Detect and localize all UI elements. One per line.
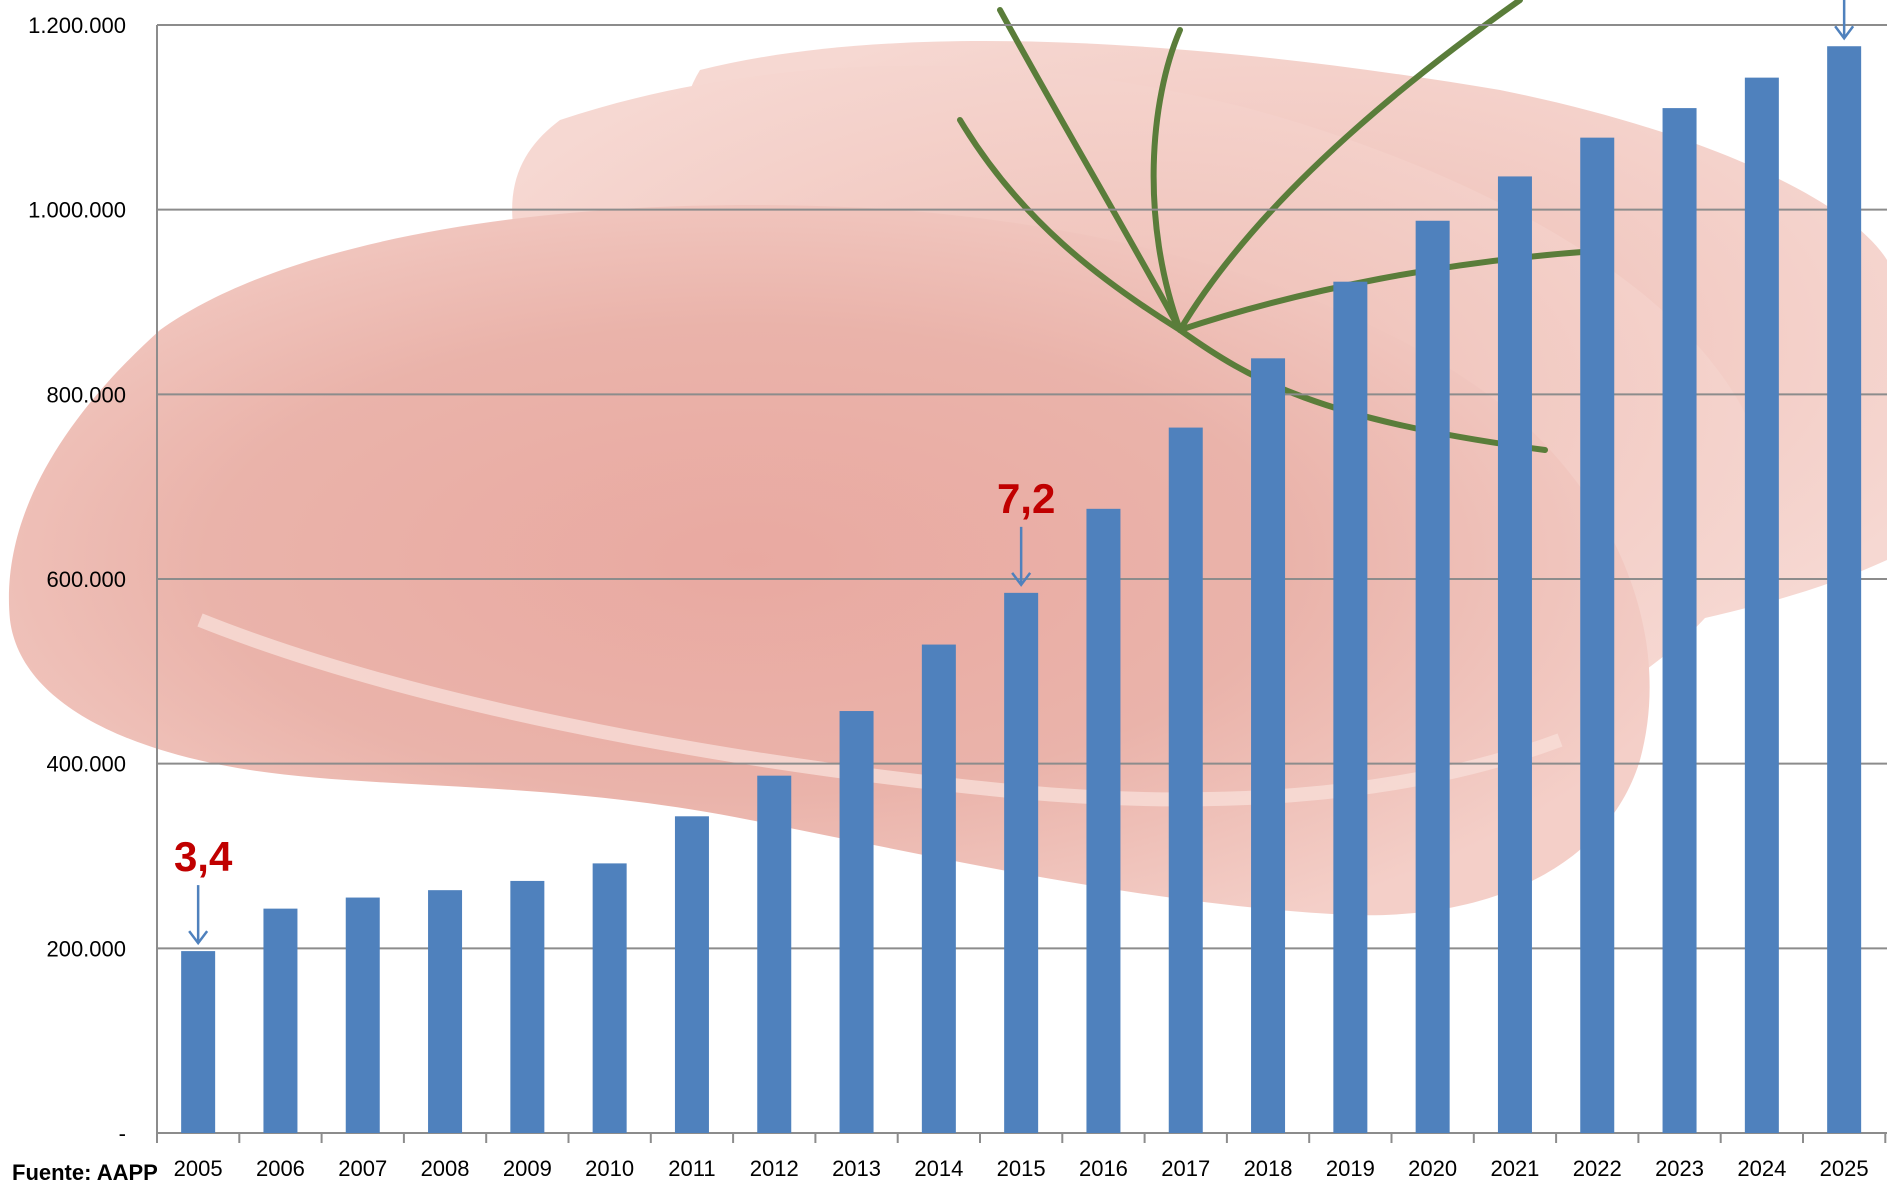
x-tick-label: 2009 xyxy=(503,1156,552,1179)
y-tick-label: 400.000 xyxy=(46,752,126,777)
x-tick-label: 2022 xyxy=(1573,1156,1622,1179)
bar-2013 xyxy=(839,711,874,1133)
x-tick-label: 2017 xyxy=(1161,1156,1210,1179)
x-tick-label: 2011 xyxy=(668,1156,715,1179)
bar-2011 xyxy=(674,816,709,1133)
y-axis-tick-labels: - 200.000 400.000 600.000 800.000 1.000.000 1.… xyxy=(28,13,126,1146)
bar-2020 xyxy=(1415,220,1450,1133)
x-tick-label: 2021 xyxy=(1490,1156,1539,1179)
y-tick-label: 600.000 xyxy=(46,567,126,592)
bar-2019 xyxy=(1333,281,1368,1134)
bar-2024 xyxy=(1744,77,1779,1133)
bar-2014 xyxy=(921,644,956,1133)
bar-2016 xyxy=(1086,508,1121,1133)
x-tick-label: 2020 xyxy=(1408,1156,1457,1179)
x-tick-label: 2018 xyxy=(1244,1156,1293,1179)
annotations: 3,4 7,2 xyxy=(174,0,1855,946)
x-tick-label: 2007 xyxy=(338,1156,387,1179)
bar-2007 xyxy=(345,897,380,1133)
x-tick-label: 2006 xyxy=(256,1156,305,1179)
annotation-arrowhead xyxy=(1834,25,1855,41)
bar-2021 xyxy=(1497,176,1532,1134)
annotation-arrowhead xyxy=(1011,572,1032,587)
bar-2006 xyxy=(263,908,298,1133)
y-tick-label: - xyxy=(119,1121,126,1146)
bars xyxy=(181,46,1862,1134)
bar-2009 xyxy=(510,880,545,1133)
annotation-label: 3,4 xyxy=(174,833,233,880)
x-tick-label: 2015 xyxy=(997,1156,1046,1179)
x-tick-label: 2023 xyxy=(1655,1156,1704,1179)
x-tick-label: 2010 xyxy=(585,1156,634,1179)
x-tick-label: 2025 xyxy=(1820,1156,1869,1179)
y-tick-label: 1.000.000 xyxy=(28,198,126,223)
bar-2018 xyxy=(1251,358,1286,1133)
source-note: Fuente: AAPP xyxy=(12,1160,158,1185)
y-tick-label: 200.000 xyxy=(46,936,126,961)
x-tick-label: 2008 xyxy=(421,1156,470,1179)
x-tick-label: 2019 xyxy=(1326,1156,1375,1179)
bar-2023 xyxy=(1662,108,1697,1134)
bar-2008 xyxy=(428,890,463,1133)
x-tick-label: 2012 xyxy=(750,1156,799,1179)
annotation-label: 7,2 xyxy=(997,475,1055,522)
x-tick-label: 2024 xyxy=(1737,1156,1786,1179)
x-tick-label: 2014 xyxy=(914,1156,963,1179)
bar-2012 xyxy=(757,775,792,1133)
x-tick-label: 2005 xyxy=(174,1156,223,1179)
x-axis-tick-labels: 2005 2006 2007 2008 2009 2010 2011 2012 2013 2014… xyxy=(174,1156,1869,1179)
bar-2025 xyxy=(1827,46,1862,1133)
bar-2022 xyxy=(1580,137,1615,1133)
bar-2005 xyxy=(181,951,216,1133)
y-tick-label: 1.200.000 xyxy=(28,13,126,38)
bar-2010 xyxy=(592,863,627,1133)
x-tick-label: 2013 xyxy=(832,1156,881,1179)
bar-2017 xyxy=(1168,427,1203,1133)
y-tick-label: 800.000 xyxy=(46,382,126,407)
annotation-arrowhead xyxy=(188,930,209,946)
x-tick-label: 2016 xyxy=(1079,1156,1128,1179)
bar-2015 xyxy=(1004,592,1039,1133)
